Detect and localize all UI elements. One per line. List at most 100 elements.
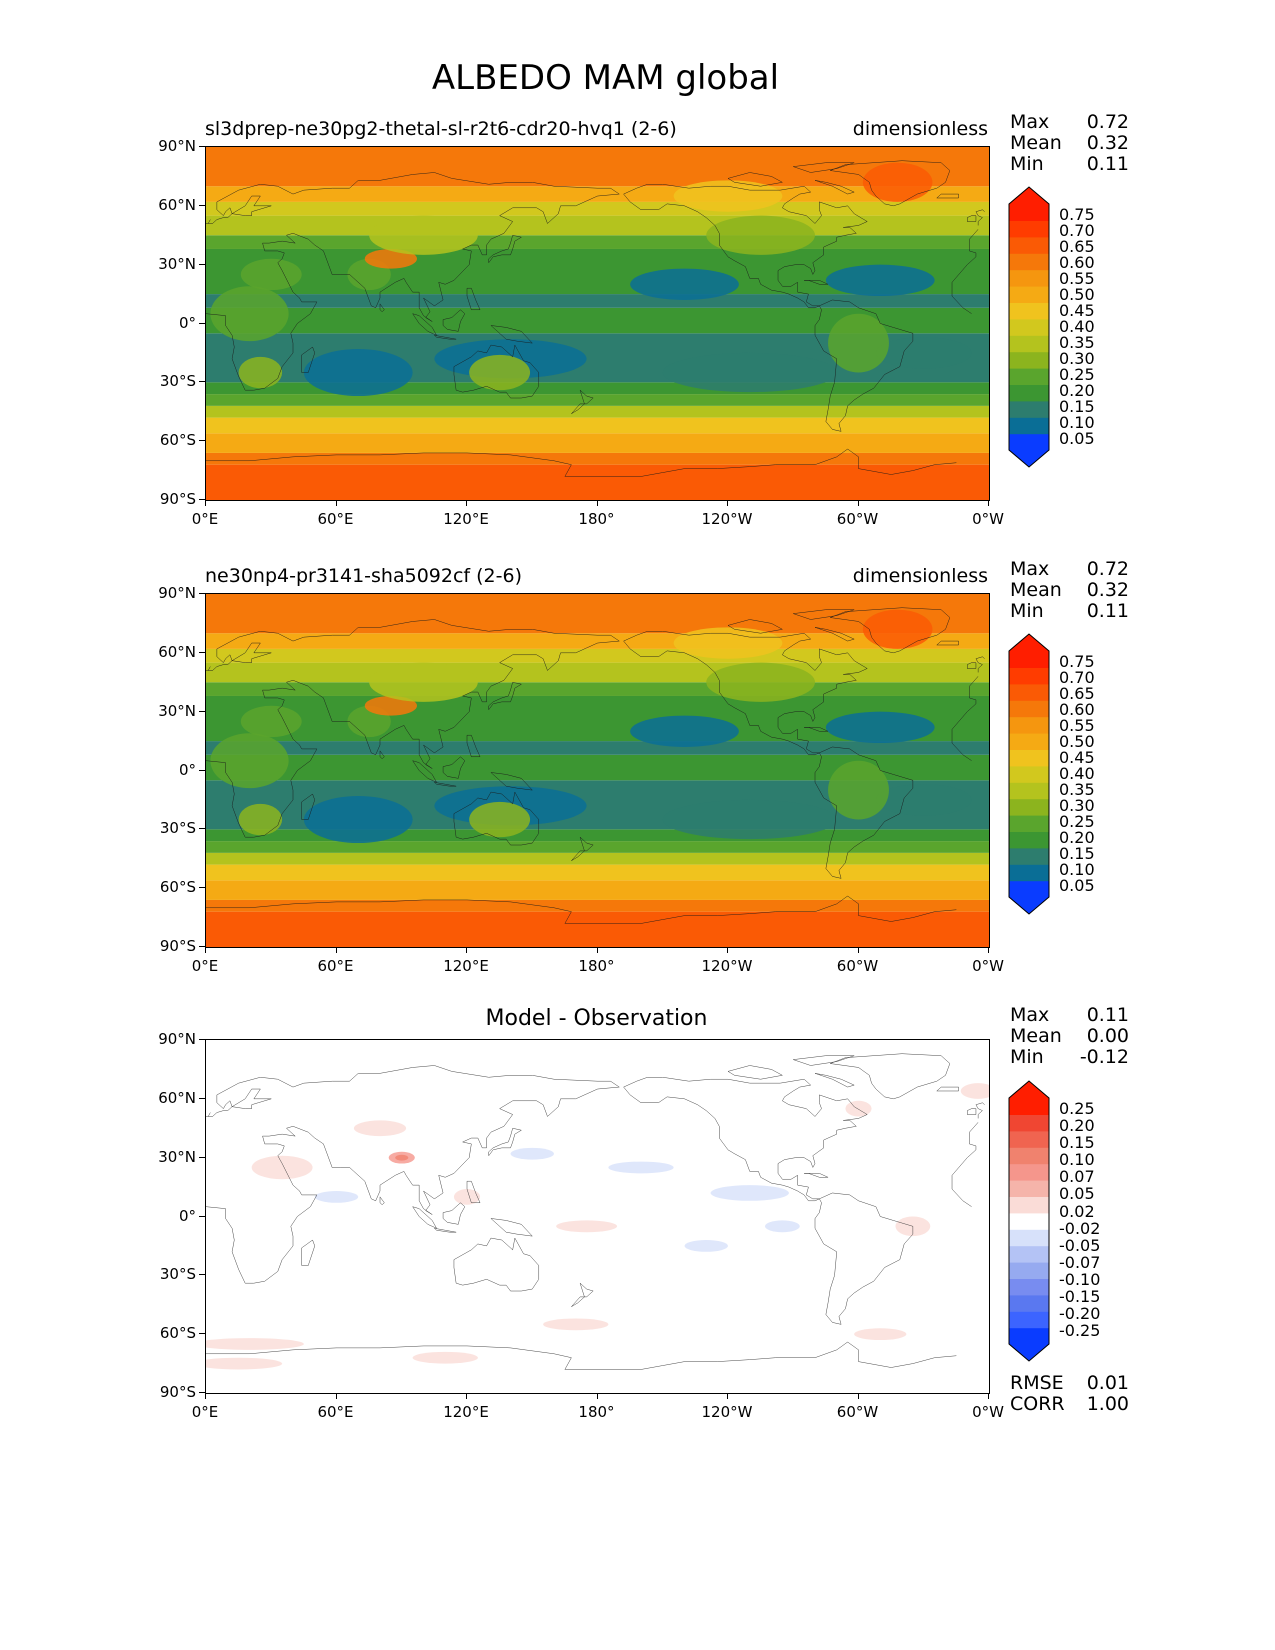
cb-label: 0.65	[1059, 684, 1095, 703]
cb-label: 0.20	[1059, 381, 1095, 400]
coastline	[443, 757, 465, 779]
field-patch	[364, 695, 417, 716]
field-patch	[630, 268, 739, 300]
coastline	[206, 172, 978, 390]
field-patch	[875, 337, 972, 369]
coastline	[380, 304, 384, 312]
field-band	[206, 911, 989, 947]
coastline	[728, 619, 782, 633]
lat-tick-mark	[199, 263, 205, 265]
panel3-colorbar	[1008, 1080, 1050, 1366]
panel3-title: Model - Observation	[485, 1006, 708, 1031]
lon-tick-label: 0°W	[972, 510, 1004, 528]
coastline	[467, 1181, 480, 1203]
lon-tick-mark	[335, 1393, 337, 1399]
field-band	[206, 829, 989, 842]
cb-label: 0.15	[1059, 397, 1095, 416]
colorbar-swatch	[1009, 236, 1049, 254]
coastline	[489, 1128, 522, 1155]
colorbar-outline	[1008, 633, 1050, 915]
coastline	[793, 610, 854, 620]
colorbar-swatch	[1009, 220, 1049, 238]
lat-tick-mark	[199, 828, 205, 830]
colorbar-swatch	[1009, 1196, 1049, 1214]
colorbar-swatch	[1009, 733, 1049, 750]
field-patch	[673, 180, 783, 212]
diff-patch	[710, 1185, 789, 1201]
coastline	[728, 172, 782, 186]
field-patch	[875, 784, 972, 816]
colorbar-swatch	[1009, 351, 1049, 369]
colorbar-swatch	[1009, 1278, 1049, 1296]
colorbar-swatch	[1009, 815, 1049, 832]
colorbar-swatch	[1009, 765, 1049, 783]
field-patch	[303, 348, 413, 397]
cb-label: -0.05	[1059, 1235, 1101, 1255]
lon-tick-label: 180°	[578, 1403, 615, 1421]
panel2-stat-max-label: Max	[1010, 558, 1050, 580]
coastline	[208, 210, 984, 226]
coastline	[937, 641, 959, 645]
panel2-field	[206, 594, 989, 947]
panel1-colorbar-labels: 0.75 0.70 0.65 0.60 0.55 0.50 0.45 0.40 …	[1059, 207, 1095, 447]
lat-tick-label: 60°S	[159, 1324, 196, 1343]
coastline	[434, 335, 456, 339]
coastline	[937, 1087, 959, 1091]
cb-label: 0.05	[1059, 429, 1095, 448]
field-patch	[238, 803, 283, 836]
coastline	[937, 194, 959, 198]
lat-tick-mark	[199, 1156, 205, 1158]
cb-label: 0.10	[1059, 860, 1095, 879]
cb-label: 0.65	[1059, 237, 1095, 256]
cb-label: 0.07	[1059, 1167, 1095, 1187]
colorbar-swatch	[1009, 667, 1049, 685]
cb-label: 0.60	[1059, 253, 1095, 272]
coastline	[434, 1228, 456, 1232]
cb-label: 0.15	[1059, 1133, 1095, 1153]
panel1-stat-min-label: Min	[1010, 153, 1044, 175]
cb-label: 0.25	[1059, 365, 1095, 384]
coastline	[491, 325, 532, 343]
coastline	[413, 314, 437, 336]
panel3-stat-mean-label: Mean	[1010, 1025, 1062, 1047]
lat-tick-label: 90°S	[159, 490, 196, 508]
lat-tick-mark	[199, 1097, 205, 1099]
lat-tick-mark	[199, 440, 205, 442]
diff-patch	[854, 1328, 907, 1341]
cb-label: -0.15	[1059, 1287, 1101, 1307]
lat-tick-mark	[199, 381, 205, 383]
field-band	[206, 662, 989, 683]
panel3-corr-value: 1.00	[1086, 1393, 1129, 1415]
lat-tick-mark	[199, 593, 205, 594]
coastline	[443, 1203, 465, 1225]
panel2-stat-mean-value: 0.32	[1086, 579, 1129, 601]
colorbar-swatch	[1009, 716, 1049, 734]
field-patch	[210, 733, 289, 789]
lon-tick-label: 120°E	[443, 1403, 489, 1421]
cb-label: 0.10	[1059, 413, 1095, 432]
panel3-stat-min-label: Min	[1010, 1046, 1044, 1068]
lon-tick-label: 0°W	[972, 1403, 1004, 1421]
lon-tick-mark	[466, 947, 467, 953]
coastline	[804, 280, 828, 284]
colorbar-swatch	[1009, 1294, 1049, 1312]
field-patch	[862, 162, 933, 202]
figure-title: ALBEDO MAM global	[431, 58, 780, 98]
lat-tick-mark	[199, 946, 205, 947]
cb-label: 0.55	[1059, 716, 1095, 735]
colorbar-swatch	[1009, 1098, 1049, 1115]
panel2-stat-max-value: 0.72	[1086, 558, 1129, 580]
panel3-corr-label: CORR	[1010, 1393, 1065, 1415]
lat-tick-label: 60°S	[159, 431, 196, 450]
colorbar-swatch	[1009, 269, 1049, 287]
cb-label: 0.02	[1059, 1201, 1095, 1221]
field-patch	[240, 705, 302, 738]
field-band	[206, 594, 989, 634]
diff-patch	[412, 1351, 478, 1364]
lat-tick-mark	[199, 1215, 205, 1217]
colorbar-swatch	[1009, 798, 1049, 816]
coastline	[208, 657, 984, 673]
diff-patch	[764, 1220, 800, 1233]
diff-patch	[556, 1220, 618, 1233]
lat-tick-mark	[199, 710, 205, 712]
